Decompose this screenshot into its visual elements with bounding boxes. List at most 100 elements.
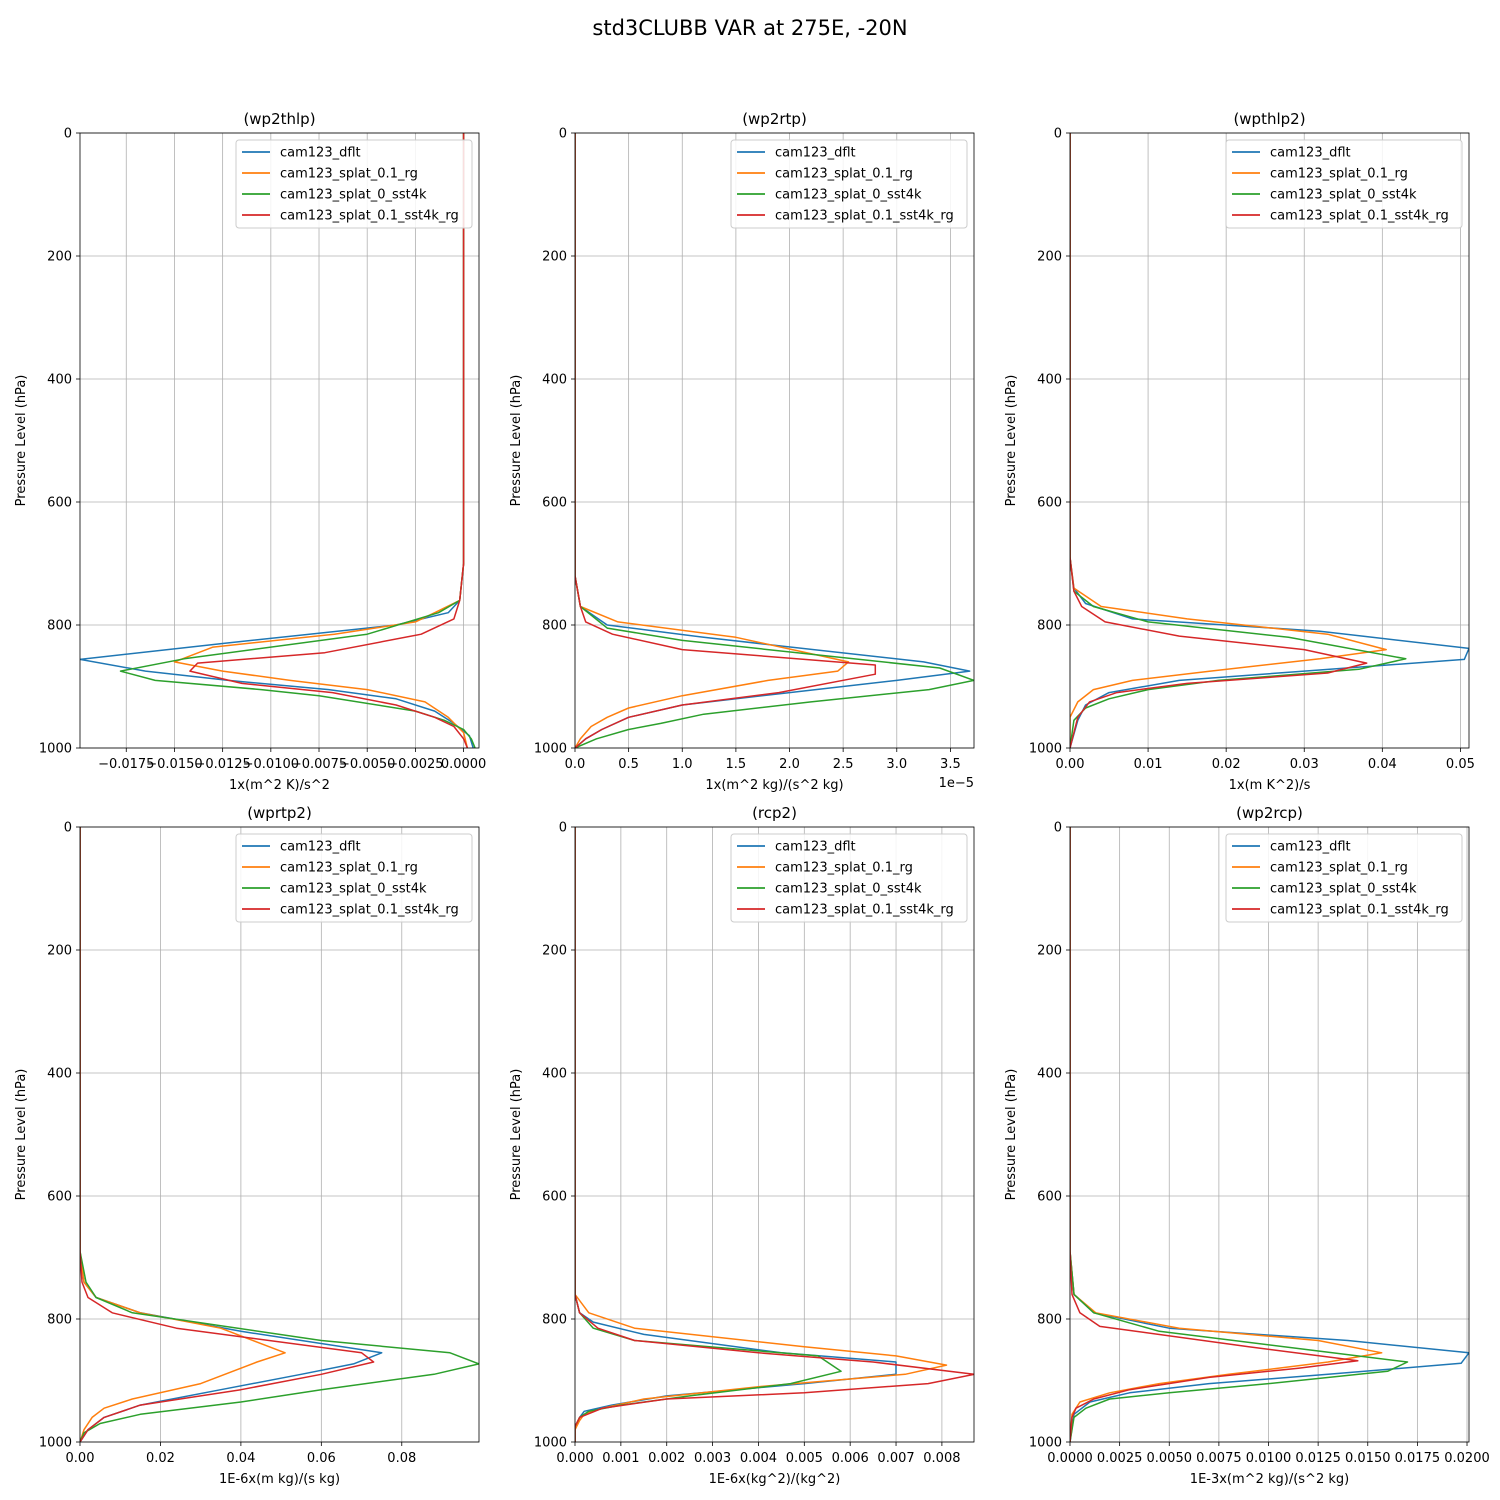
y-tick-label: 200 [1037, 250, 1062, 265]
x-offset-text: 1e−5 [939, 776, 974, 791]
x-tick-label: 2.0 [779, 757, 800, 772]
legend-entry: cam123_splat_0.1_rg [280, 167, 418, 182]
x-tick-label: 0.0075 [1196, 1451, 1242, 1466]
x-tick-label: 1.0 [672, 757, 693, 772]
panel-1: 0.0 0.5 1.0 1.5 2.0 2.5 3.0 3.5 0 200 400 600 800 100… [509, 110, 975, 793]
y-axis-label: Pressure Level (hPa) [14, 1069, 29, 1201]
legend-box [235, 833, 473, 923]
legend-entry: cam123_splat_0_sst4k [280, 882, 427, 897]
series-group [575, 827, 974, 1442]
y-tick-label: 400 [47, 373, 72, 388]
x-tick-label: −0.0125 [194, 757, 250, 772]
figure-title: std3CLUBB VAR at 275E, -20N [592, 16, 908, 40]
legend-entry: cam123_splat_0.1_sst4k_rg [1270, 903, 1449, 918]
panel-4: 0.000 0.001 0.002 0.003 0.004 0.005 0.006 0.007… [509, 804, 975, 1487]
y-axis-label: Pressure Level (hPa) [1004, 1069, 1019, 1201]
x-tick-label: 0.02 [146, 1451, 175, 1466]
y-tick-label: 1000 [39, 1436, 72, 1451]
panel-3: 0.00 0.02 0.04 0.06 0.08 0 200 400 600 800 1000 (wp… [14, 804, 480, 1487]
y-tick-label: 400 [542, 373, 567, 388]
legend-entry: cam123_splat_0_sst4k [775, 188, 922, 203]
x-tick-label: 0.006 [832, 1451, 869, 1466]
x-tick-label: −0.0075 [291, 757, 347, 772]
legend-entry: cam123_splat_0.1_sst4k_rg [1270, 209, 1449, 224]
legend-entry: cam123_splat_0.1_sst4k_rg [775, 209, 954, 224]
x-tick-label: 0.0125 [1295, 1451, 1341, 1466]
x-tick-label: 0.0175 [1395, 1451, 1441, 1466]
x-tick-label: −0.0150 [146, 757, 202, 772]
legend-entry: cam123_splat_0_sst4k [1270, 188, 1417, 203]
panel-0: −0.0175−0.0150−0.0125−0.0100−0.0075−0.00… [14, 110, 486, 793]
legend-entry: cam123_splat_0.1_rg [1270, 861, 1408, 876]
y-tick-label: 0 [1054, 821, 1062, 836]
y-tick-label: 200 [47, 250, 72, 265]
y-axis-label: Pressure Level (hPa) [1004, 375, 1019, 507]
x-tick-label: 0.0 [565, 757, 586, 772]
y-axis-label: Pressure Level (hPa) [14, 375, 29, 507]
x-tick-label: 0.0100 [1246, 1451, 1292, 1466]
y-tick-label: 800 [542, 1313, 567, 1328]
y-tick-label: 1000 [534, 742, 567, 757]
series-line-cam123_splat_0.1_sst4k_rg [189, 133, 469, 748]
y-tick-label: 200 [1037, 944, 1062, 959]
legend: cam123_dflt cam123_splat_0.1_rg cam123_spl… [235, 139, 473, 229]
x-tick-label: 0.04 [226, 1451, 255, 1466]
plot-frame [574, 132, 975, 749]
x-tick-label: 0.5 [618, 757, 639, 772]
y-axis-label: Pressure Level (hPa) [509, 1069, 524, 1201]
series-group [80, 827, 479, 1442]
x-axis-label: 1x(m^2 K)/s^2 [229, 778, 330, 793]
y-tick-label: 600 [47, 1190, 72, 1205]
x-axis-label: 1x(m^2 kg)/(s^2 kg) [705, 778, 843, 793]
panel-title: (wprtp2) [247, 804, 312, 822]
y-tick-label: 1000 [1029, 742, 1062, 757]
legend: cam123_dflt cam123_splat_0.1_rg cam123_spl… [1225, 833, 1463, 923]
y-tick-label: 600 [47, 496, 72, 511]
x-axis-label: 1x(m K^2)/s [1229, 778, 1311, 793]
x-tick-label: −0.0050 [339, 757, 395, 772]
legend-entry: cam123_splat_0_sst4k [1270, 882, 1417, 897]
x-tick-label: 0.00 [1056, 757, 1085, 772]
y-tick-label: 0 [64, 821, 72, 836]
x-tick-label: 3.5 [940, 757, 961, 772]
x-axis-label: 1E-6x(kg^2)/(kg^2) [709, 1472, 841, 1487]
legend-box [1225, 833, 1463, 923]
y-tick-label: 600 [542, 1190, 567, 1205]
y-tick-label: 800 [47, 1313, 72, 1328]
y-tick-label: 1000 [534, 1436, 567, 1451]
x-tick-label: 3.0 [886, 757, 907, 772]
legend-entry: cam123_dflt [775, 146, 856, 161]
panel-title: (wp2thlp) [243, 110, 315, 128]
x-tick-label: 0.008 [923, 1451, 960, 1466]
legend-entry: cam123_splat_0.1_rg [280, 861, 418, 876]
series-line-cam123_splat_0.1_rg [575, 827, 948, 1442]
series-group [80, 133, 476, 748]
legend-entry: cam123_dflt [280, 146, 361, 161]
legend-entry: cam123_dflt [1270, 840, 1351, 855]
x-tick-label: −0.0175 [98, 757, 154, 772]
x-tick-label: 0.00 [66, 1451, 95, 1466]
x-tick-label: 0.005 [786, 1451, 823, 1466]
series-line-cam123_splat_0.1_sst4k_rg [1070, 133, 1368, 748]
x-tick-label: 0.0000 [441, 757, 487, 772]
series-line-cam123_splat_0.1_rg [80, 827, 286, 1442]
series-line-cam123_splat_0_sst4k [1070, 827, 1409, 1442]
plot-frame [574, 826, 975, 1443]
x-tick-label: 0.001 [602, 1451, 639, 1466]
x-tick-label: −0.0100 [243, 757, 299, 772]
x-tick-label: 0.04 [1368, 757, 1397, 772]
x-tick-label: 0.05 [1446, 757, 1475, 772]
panel-2: 0.00 0.01 0.02 0.03 0.04 0.05 0 200 400 600 800 100… [1004, 110, 1475, 793]
legend-entry: cam123_dflt [775, 840, 856, 855]
y-tick-label: 400 [47, 1067, 72, 1082]
x-tick-label: 0.007 [877, 1451, 914, 1466]
series-line-cam123_splat_0_sst4k [1070, 133, 1407, 748]
series-line-cam123_splat_0.1_sst4k_rg [80, 827, 375, 1442]
series-group [1070, 133, 1469, 748]
x-tick-label: −0.0025 [387, 757, 443, 772]
x-tick-label: 0.03 [1290, 757, 1319, 772]
y-tick-label: 600 [1037, 496, 1062, 511]
plot-frame [1069, 132, 1470, 749]
legend-entry: cam123_splat_0_sst4k [280, 188, 427, 203]
panel-title: (wp2rcp) [1236, 804, 1303, 822]
